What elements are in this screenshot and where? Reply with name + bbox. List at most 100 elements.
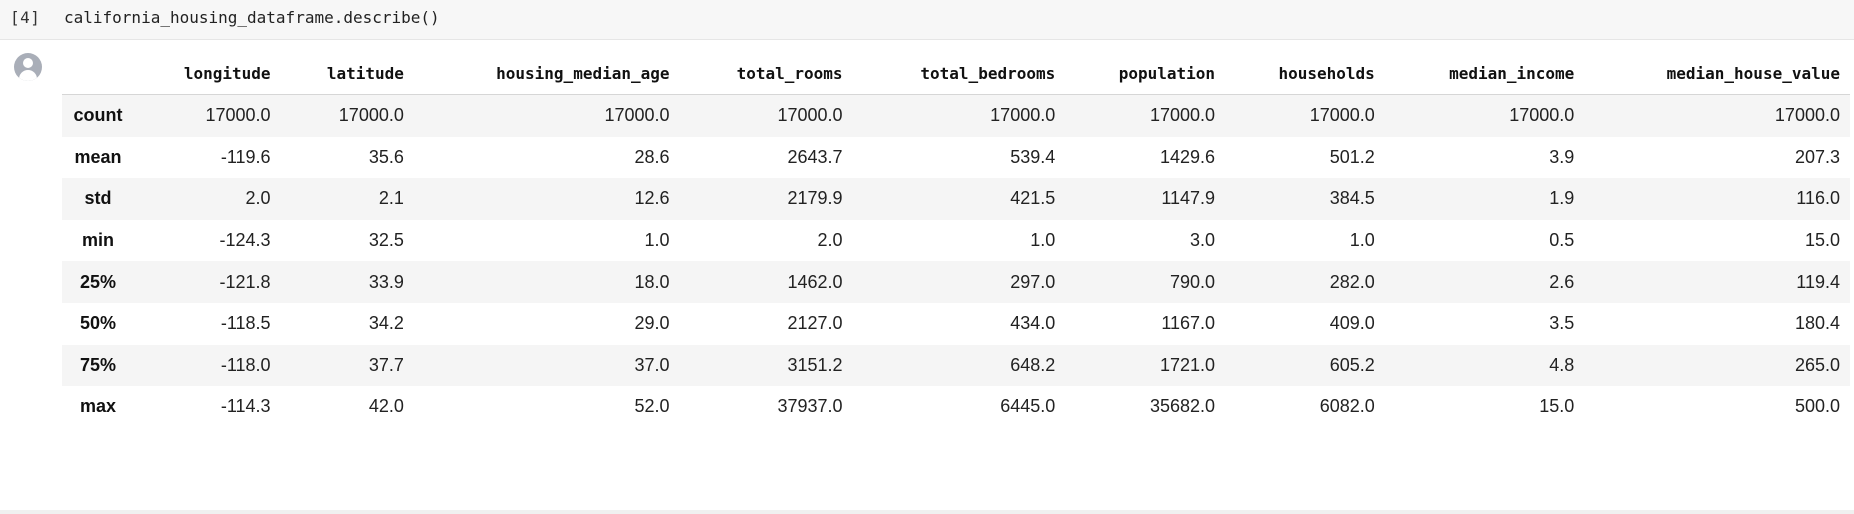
output-bottom-divider <box>0 510 1854 514</box>
table-cell: 539.4 <box>1010 146 1056 167</box>
table-cell: 282.0 <box>1225 261 1385 303</box>
table-cell: 434.0 <box>1010 313 1056 334</box>
table-cell: 6082.0 <box>1319 396 1375 417</box>
table-cell: 17000.0 <box>679 94 853 137</box>
column-header-housing-median-age: housing_median_age <box>413 52 680 95</box>
table-row-50pct: 50% -118.5 34.2 29.0 2127.0 434.0 1167.0… <box>62 303 1850 345</box>
table-cell: 15.0 <box>1539 396 1575 417</box>
row-label-50pct: 50% <box>79 313 117 334</box>
table-cell: 501.2 <box>1329 146 1375 167</box>
table-cell: 34.2 <box>368 313 404 334</box>
table-cell: 37.0 <box>413 344 680 387</box>
table-cell: 790.0 <box>1065 261 1226 303</box>
table-cell: 1.0 <box>644 230 670 251</box>
table-cell: 1429.6 <box>1159 146 1216 167</box>
table-cell: 2.0 <box>817 230 843 251</box>
table-cell: 1.0 <box>1030 230 1056 251</box>
table-cell: 17000.0 <box>1225 94 1385 137</box>
table-cell: 421.5 <box>852 178 1066 220</box>
table-cell: 32.5 <box>368 230 404 251</box>
table-header-row: longitude latitude housing_median_age to… <box>62 52 1850 95</box>
table-cell: 1721.0 <box>1065 344 1226 387</box>
column-header-longitude: longitude <box>134 52 281 95</box>
table-cell: 17000.0 <box>280 94 414 137</box>
table-cell: -114.3 <box>220 396 271 417</box>
column-header-total-bedrooms: total_bedrooms <box>852 52 1066 95</box>
table-cell: 2.1 <box>280 178 414 220</box>
table-cell: 2127.0 <box>787 313 843 334</box>
table-cell: 3.5 <box>1549 313 1575 334</box>
table-cell: 0.5 <box>1549 230 1575 251</box>
table-cell: 29.0 <box>634 313 670 334</box>
table-row-std: std 2.0 2.1 12.6 2179.9 421.5 1147.9 384… <box>62 178 1850 220</box>
table-cell: 116.0 <box>1584 178 1850 220</box>
table-cell: 42.0 <box>368 396 404 417</box>
code-cell[interactable]: [4] california_housing_dataframe.describ… <box>0 0 1854 40</box>
table-row-mean: mean -119.6 35.6 28.6 2643.7 539.4 1429.… <box>62 137 1850 179</box>
row-label-min: min <box>81 230 114 251</box>
column-header-population: population <box>1065 52 1226 95</box>
table-cell: 500.0 <box>1794 396 1840 417</box>
table-cell: 265.0 <box>1584 344 1850 387</box>
table-cell: 52.0 <box>634 396 670 417</box>
table-cell: 3.0 <box>1190 230 1216 251</box>
table-cell: 2.0 <box>134 178 281 220</box>
table-cell: 648.2 <box>852 344 1066 387</box>
table-cell: 207.3 <box>1794 146 1840 167</box>
table-cell: 33.9 <box>280 261 414 303</box>
table-cell: 1.9 <box>1384 178 1585 220</box>
column-header-latitude: latitude <box>280 52 414 95</box>
table-cell: 6445.0 <box>1000 396 1056 417</box>
table-cell: 17000.0 <box>413 94 680 137</box>
table-cell: 2.6 <box>1384 261 1585 303</box>
column-header-median-house-value: median_house_value <box>1584 52 1850 95</box>
table-cell: 384.5 <box>1225 178 1385 220</box>
table-cell: 1462.0 <box>679 261 853 303</box>
table-cell: 3.9 <box>1549 146 1575 167</box>
table-cell: 17000.0 <box>1584 94 1850 137</box>
row-label-count: count <box>62 94 134 137</box>
table-row-75pct: 75% -118.0 37.7 37.0 3151.2 648.2 1721.0… <box>62 344 1850 387</box>
execution-count: [4] <box>10 8 41 27</box>
table-cell: 119.4 <box>1584 261 1850 303</box>
table-cell: 17000.0 <box>134 94 281 137</box>
table-cell: -119.6 <box>220 146 271 167</box>
table-row-min: min -124.3 32.5 1.0 2.0 1.0 3.0 1.0 0.5 … <box>62 220 1850 262</box>
table-cell: 297.0 <box>852 261 1066 303</box>
table-cell: -121.8 <box>134 261 281 303</box>
table-cell: 605.2 <box>1225 344 1385 387</box>
column-header-households: households <box>1225 52 1385 95</box>
table-cell: 12.6 <box>413 178 680 220</box>
row-label-std: std <box>62 178 134 220</box>
table-cell: 409.0 <box>1329 313 1375 334</box>
table-cell: 1.0 <box>1349 230 1375 251</box>
table-cell: 17000.0 <box>852 94 1066 137</box>
table-cell: 4.8 <box>1384 344 1585 387</box>
table-cell: 180.4 <box>1794 313 1840 334</box>
table-cell: 37.7 <box>280 344 414 387</box>
describe-dataframe-table: longitude latitude housing_median_age to… <box>62 52 1850 428</box>
table-cell: 15.0 <box>1804 230 1840 251</box>
table-cell: -118.0 <box>134 344 281 387</box>
table-cell: 17000.0 <box>1065 94 1226 137</box>
table-row-count: count 17000.0 17000.0 17000.0 17000.0 17… <box>62 94 1850 137</box>
table-cell: 17000.0 <box>1384 94 1585 137</box>
row-label-mean: mean <box>74 146 122 167</box>
table-cell: -118.5 <box>220 313 271 334</box>
table-cell: -124.3 <box>219 230 271 251</box>
table-corner-cell <box>62 52 134 95</box>
row-label-max: max <box>79 396 117 417</box>
table-cell: 35682.0 <box>1149 396 1216 417</box>
table-cell: 28.6 <box>634 146 670 167</box>
table-cell: 1167.0 <box>1161 313 1216 334</box>
table-cell: 35.6 <box>368 146 404 167</box>
table-cell: 37937.0 <box>777 396 843 417</box>
table-cell: 3151.2 <box>679 344 853 387</box>
row-label-75pct: 75% <box>62 344 134 387</box>
table-cell: 2179.9 <box>679 178 853 220</box>
user-avatar-icon <box>14 53 42 81</box>
code-input[interactable]: california_housing_dataframe.describe() <box>64 8 440 27</box>
table-row-25pct: 25% -121.8 33.9 18.0 1462.0 297.0 790.0 … <box>62 261 1850 303</box>
row-label-25pct: 25% <box>62 261 134 303</box>
table-cell: 1147.9 <box>1065 178 1226 220</box>
